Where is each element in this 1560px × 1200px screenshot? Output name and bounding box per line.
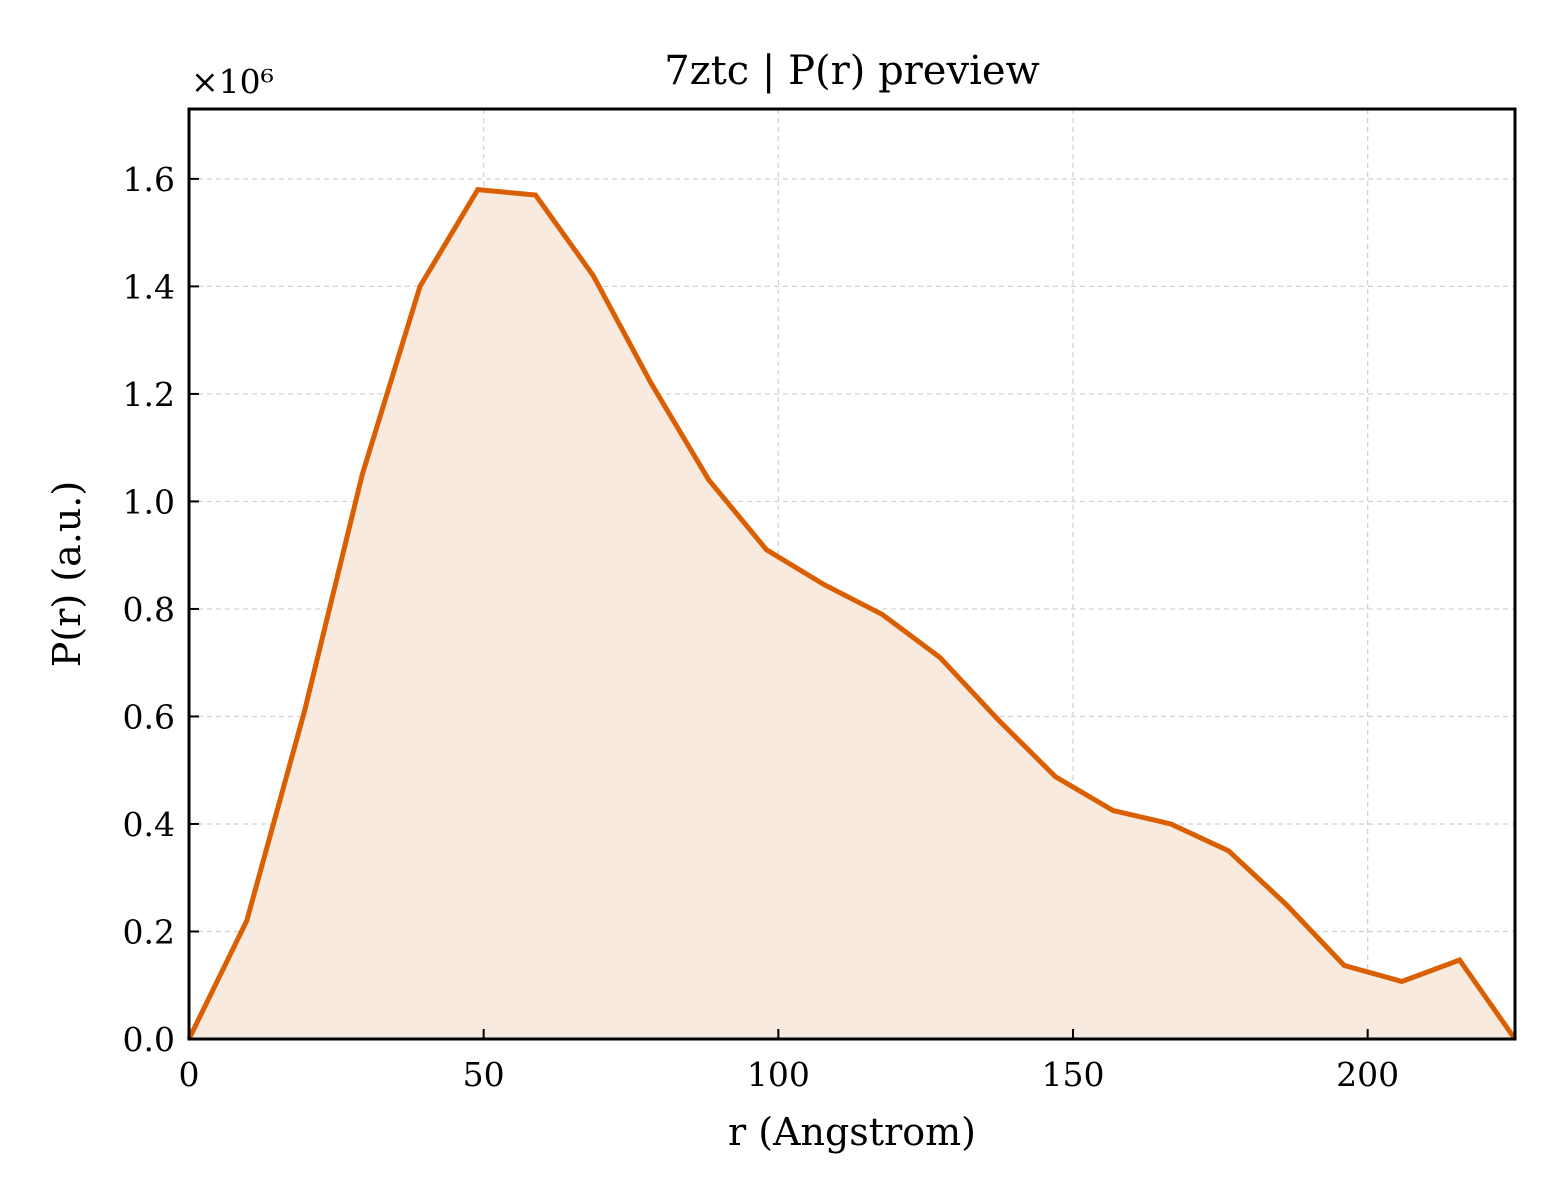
y-tick-label: 1.4	[123, 267, 175, 306]
y-multiplier-label: ×10⁶	[191, 62, 274, 101]
y-tick-label: 1.6	[123, 160, 175, 199]
plot-area	[186, 187, 1518, 1041]
series-area-fill	[189, 189, 1515, 1039]
axes-frame	[187, 107, 1517, 1041]
y-axis-label: P(r) (a.u.)	[45, 481, 89, 667]
chart-title: 7ztc | P(r) preview	[664, 48, 1040, 94]
x-axis-label: r (Angstrom)	[728, 1110, 976, 1154]
y-tick-label: 0.0	[123, 1020, 175, 1059]
y-tick-label: 0.6	[123, 697, 175, 736]
y-tick-label: 0.4	[123, 805, 175, 844]
x-tick-label: 200	[1336, 1055, 1399, 1094]
ticks: 0 50 100 150 200 0.0 0.2 0.4 0.6 0.8 1.0 1.2 1.4 1.6	[123, 160, 1400, 1094]
x-tick-label: 150	[1042, 1055, 1105, 1094]
y-tick-label: 0.8	[123, 590, 175, 629]
y-tick-label: 0.2	[123, 912, 175, 951]
series-line	[186, 187, 1518, 1041]
x-tick-label: 50	[463, 1055, 505, 1094]
x-tick-label: 100	[747, 1055, 810, 1094]
y-tick-label: 1.2	[123, 375, 175, 414]
y-tick-label: 1.0	[123, 482, 175, 521]
x-tick-label: 0	[179, 1055, 200, 1094]
